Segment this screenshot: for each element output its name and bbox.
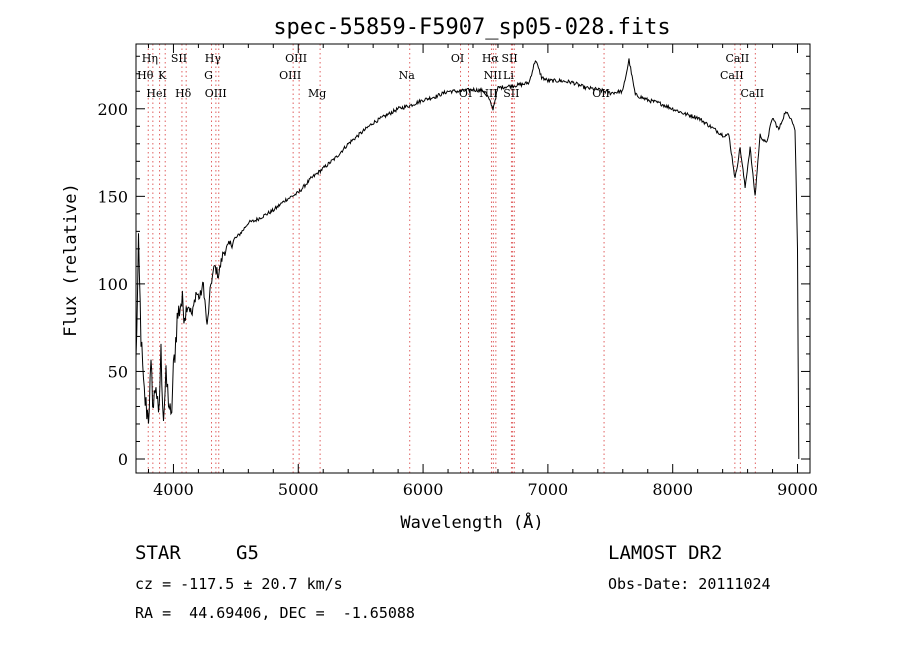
- y-tick-label: 100: [97, 275, 128, 294]
- spectral-line-label: Hδ: [175, 87, 192, 100]
- spectral-line-label: OI: [451, 52, 464, 65]
- spectral-line-label: NII: [479, 87, 497, 100]
- y-tick-label: 150: [97, 187, 128, 206]
- redshift-readout: cz = -117.5 ± 20.7 km/s: [135, 575, 343, 593]
- series-group: [135, 58, 800, 460]
- spectral-line-label: CaII: [726, 52, 750, 65]
- spectral-line-label: Hη: [142, 52, 158, 65]
- x-tick-label: 5000: [278, 480, 319, 499]
- spectrum-line: [135, 58, 800, 460]
- object-subclass: G5: [236, 542, 259, 564]
- object-class: STAR: [135, 542, 181, 564]
- x-tick-label: 7000: [528, 480, 569, 499]
- x-tick-label: 6000: [403, 480, 444, 499]
- survey-name: LAMOST DR2: [608, 542, 723, 564]
- x-tick-label: 9000: [777, 480, 818, 499]
- y-tick-label: 200: [97, 100, 128, 119]
- spectral-line-label: Mg: [308, 87, 326, 100]
- spectral-line-label: OIII: [205, 87, 227, 100]
- spectral-line-label: G: [204, 69, 213, 82]
- obs-date: Obs-Date: 20111024: [608, 575, 771, 593]
- spectral-line-label: Hθ: [137, 69, 154, 82]
- x-axis-label: Wavelength (Å): [400, 511, 543, 533]
- spectral-line-label: Na: [399, 69, 416, 82]
- spectral-line-label: Hα: [482, 52, 500, 65]
- spectral-line-label: OIII: [285, 52, 307, 65]
- axis-ticks: 4000 5000 6000 7000 8000 9000 0 50 100 150 200: [97, 44, 818, 499]
- plot-frame: [135, 43, 811, 474]
- spectral-line-label: Hγ: [205, 52, 222, 65]
- coordinates: RA = 44.69406, DEC = -1.65088: [135, 604, 415, 622]
- spectral-line-label: NII: [484, 69, 502, 82]
- spectral-line-label: OIII: [279, 69, 301, 82]
- y-axis-label: Flux (relative): [61, 183, 81, 337]
- x-tick-label: 8000: [652, 480, 693, 499]
- spectral-line-label: OII: [592, 87, 610, 100]
- spectral-line-label: SII: [503, 87, 519, 100]
- chart-title: spec-55859-F5907_sp05-028.fits: [273, 15, 670, 40]
- spectral-line-label: SII: [501, 52, 517, 65]
- spectral-line-label: Li: [503, 69, 514, 82]
- spectral-line-label: HeI: [146, 87, 166, 100]
- spectral-line-label: CaII: [740, 87, 764, 100]
- marker-lines: [147, 44, 756, 473]
- x-tick-label: 4000: [153, 480, 194, 499]
- y-tick-label: 0: [118, 450, 128, 469]
- spectral-line-label: CaII: [720, 69, 744, 82]
- y-tick-label: 50: [108, 362, 128, 381]
- spectral-line-label: K: [158, 69, 167, 82]
- spectral-line-label: SII: [171, 52, 187, 65]
